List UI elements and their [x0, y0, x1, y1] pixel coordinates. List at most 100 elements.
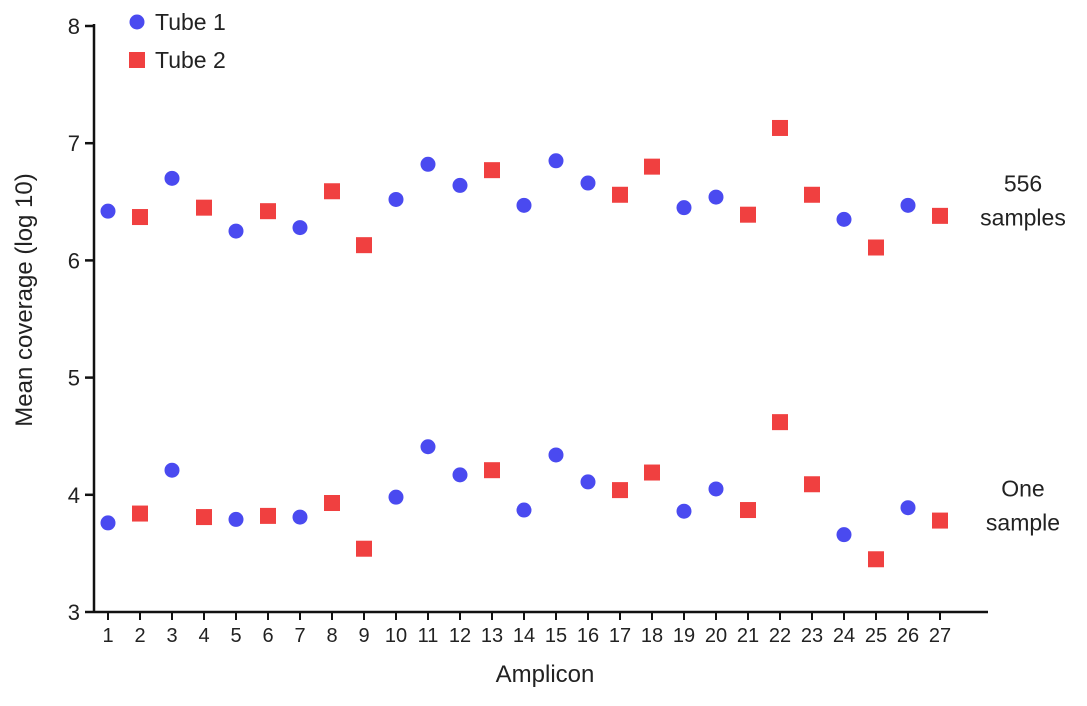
data-point-tube-1 — [516, 197, 532, 213]
data-point-tube-1 — [900, 197, 916, 213]
x-tick-label: 13 — [481, 625, 503, 647]
data-point-tube-1 — [676, 503, 692, 519]
data-point-tube-2 — [484, 162, 500, 179]
data-point-tube-1 — [420, 439, 436, 455]
data-point-tube-1 — [228, 511, 244, 527]
data-point-tube-2 — [196, 509, 212, 526]
data-point-tube-2 — [484, 462, 500, 479]
legend-label: Tube 1 — [155, 9, 226, 35]
data-point-tube-1 — [420, 156, 436, 172]
data-point-tube-1 — [388, 489, 404, 505]
data-point-tube-1 — [292, 220, 308, 236]
x-tick-label: 18 — [641, 625, 663, 647]
x-tick-label: 9 — [358, 625, 369, 647]
x-tick-label: 11 — [418, 625, 439, 647]
x-tick-label: 2 — [134, 625, 145, 647]
data-point-tube-1 — [580, 175, 596, 191]
data-point-tube-2 — [196, 199, 212, 216]
data-point-tube-1 — [708, 189, 724, 205]
data-point-tube-1 — [164, 170, 180, 186]
data-point-tube-2 — [324, 183, 340, 200]
y-tick-label: 7 — [68, 131, 80, 156]
data-point-tube-2 — [772, 119, 788, 136]
data-point-tube-1 — [580, 474, 596, 490]
data-point-tube-2 — [740, 206, 756, 223]
annotation-label: samples — [980, 205, 1066, 231]
y-tick-label: 3 — [68, 600, 80, 625]
x-tick-label: 12 — [449, 625, 471, 647]
x-tick-label: 15 — [545, 625, 567, 647]
y-tick-label: 8 — [68, 14, 80, 39]
legend-marker-tube-2 — [129, 52, 145, 68]
data-point-tube-2 — [932, 512, 948, 529]
data-point-tube-2 — [644, 158, 660, 175]
x-tick-label: 26 — [897, 625, 919, 647]
x-tick-label: 16 — [577, 625, 599, 647]
data-point-tube-2 — [772, 414, 788, 431]
x-tick-label: 23 — [801, 625, 823, 647]
legend: Tube 1 Tube 2 — [129, 9, 226, 73]
data-point-tube-1 — [100, 203, 116, 219]
data-point-tube-1 — [164, 462, 180, 478]
data-point-tube-2 — [260, 203, 276, 220]
x-tick-label: 6 — [262, 625, 273, 647]
annotation-label: 556 — [1004, 171, 1042, 197]
y-axis-title: Mean coverage (log 10) — [11, 173, 38, 426]
legend-label: Tube 2 — [155, 47, 226, 73]
data-points — [100, 119, 948, 568]
data-point-tube-1 — [836, 211, 852, 227]
y-tick-label: 5 — [68, 366, 80, 391]
data-point-tube-1 — [836, 527, 852, 543]
data-point-tube-2 — [868, 239, 884, 256]
data-point-tube-1 — [708, 481, 724, 497]
x-tick-label: 24 — [833, 625, 855, 647]
data-point-tube-1 — [676, 200, 692, 216]
data-point-tube-2 — [356, 237, 372, 254]
x-tick-label: 4 — [198, 625, 209, 647]
data-point-tube-1 — [100, 515, 116, 531]
legend-marker-tube-1 — [129, 14, 145, 30]
x-tick-label: 22 — [769, 625, 791, 647]
data-point-tube-2 — [356, 540, 372, 557]
y-tick-label: 6 — [68, 248, 80, 273]
data-point-tube-1 — [292, 509, 308, 525]
x-tick-label: 25 — [865, 625, 887, 647]
annotation-label: One — [1001, 475, 1044, 501]
x-tick-label: 17 — [609, 625, 631, 647]
annotations: 556 samples One sample — [980, 171, 1066, 536]
x-tick-label: 10 — [385, 625, 407, 647]
data-point-tube-2 — [644, 464, 660, 481]
data-point-tube-1 — [452, 177, 468, 193]
data-point-tube-2 — [132, 209, 148, 226]
x-tick-label: 21 — [737, 625, 759, 647]
data-point-tube-2 — [804, 476, 820, 493]
x-tick-label: 14 — [513, 625, 535, 647]
x-tick-label: 27 — [929, 625, 951, 647]
data-point-tube-2 — [324, 495, 340, 512]
data-point-tube-1 — [548, 153, 564, 169]
y-tick-label: 4 — [68, 483, 80, 508]
data-point-tube-1 — [900, 500, 916, 516]
data-point-tube-1 — [516, 502, 532, 518]
data-point-tube-2 — [932, 207, 948, 224]
data-point-tube-2 — [868, 551, 884, 568]
data-point-tube-2 — [612, 186, 628, 203]
x-tick-label: 19 — [673, 625, 695, 647]
x-tick-label: 8 — [326, 625, 337, 647]
x-axis-title: Amplicon — [496, 661, 595, 688]
data-point-tube-1 — [388, 191, 404, 207]
data-point-tube-2 — [740, 502, 756, 519]
x-tick-label: 1 — [102, 625, 113, 647]
data-point-tube-1 — [548, 447, 564, 463]
data-point-tube-2 — [612, 482, 628, 499]
data-point-tube-1 — [228, 223, 244, 239]
data-point-tube-2 — [260, 507, 276, 524]
data-point-tube-2 — [132, 505, 148, 522]
x-tick-label: 7 — [294, 625, 305, 647]
x-tick-label: 20 — [705, 625, 727, 647]
x-tick-label: 3 — [166, 625, 177, 647]
data-point-tube-2 — [804, 186, 820, 203]
